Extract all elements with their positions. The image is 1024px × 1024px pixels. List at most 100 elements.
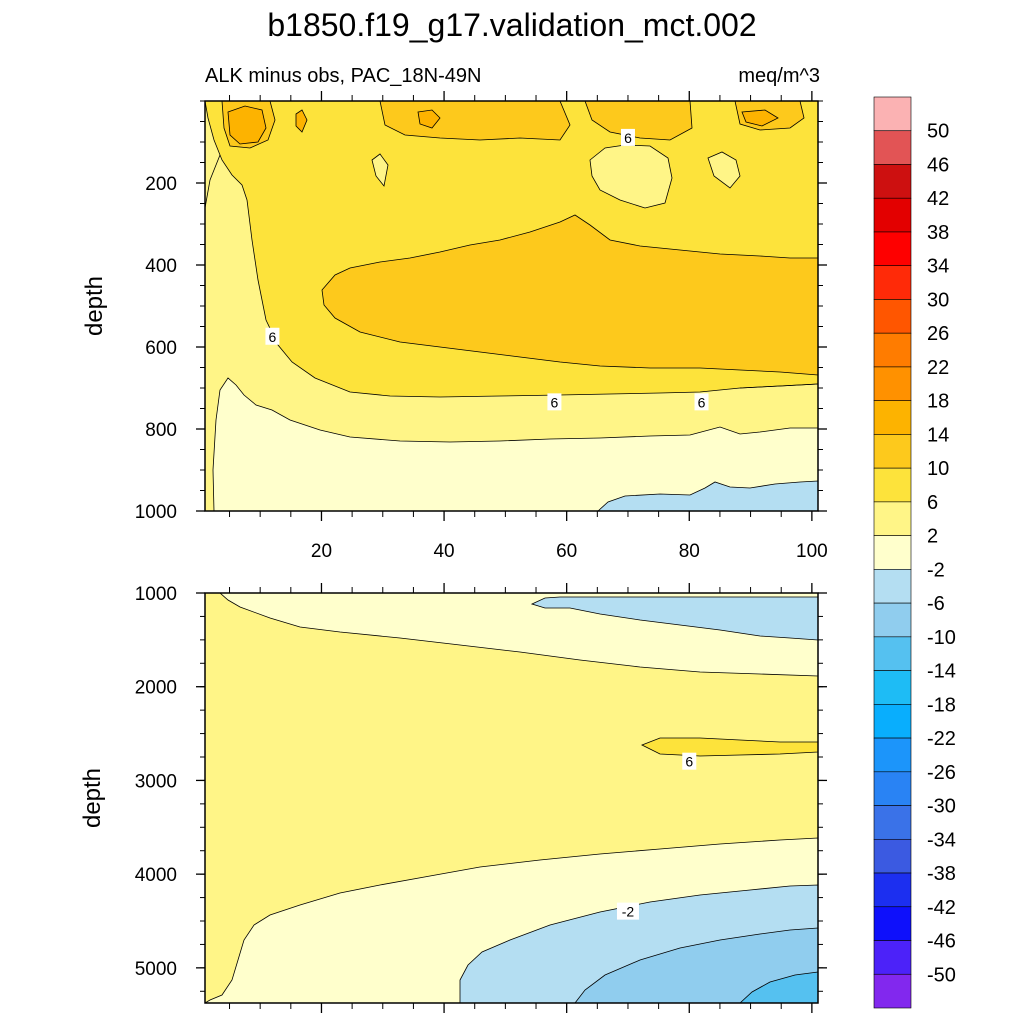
colorbar-label: 46	[927, 154, 949, 176]
colorbar-label: 42	[927, 188, 949, 210]
colorbar-swatch	[873, 299, 912, 334]
lower-ticks: 1000 2000 3000 4000 5000	[135, 583, 827, 1013]
colorbar-swatch	[873, 467, 912, 503]
y-tick-label: 400	[145, 256, 177, 277]
units-label: meq/m^3	[738, 65, 820, 87]
fill-m10-m6-lower	[574, 927, 818, 1003]
lower-contour-labels: 6 -2	[616, 752, 697, 920]
lower-y-axis-label: depth	[79, 768, 106, 828]
colorbar-swatch	[873, 973, 912, 1009]
colorbar-swatch	[873, 602, 912, 638]
colorbar-swatch	[873, 636, 912, 671]
y-tick-label: 1000	[135, 584, 177, 605]
contour-label-bg	[682, 752, 697, 770]
fill-10-14-b	[295, 109, 308, 133]
colorbar-swatch	[873, 906, 912, 941]
colorbar-swatch	[873, 130, 912, 165]
colorbar-label: 34	[927, 256, 949, 278]
colorbar-label: 6	[927, 492, 938, 514]
colorbar-label: 22	[927, 357, 949, 379]
fill-m2-2-upper	[212, 377, 818, 511]
fill-2-6-cell2	[371, 153, 389, 187]
colorbar-swatch	[873, 501, 912, 536]
colorbar-label: 2	[927, 526, 938, 548]
fill-10-14-c	[417, 109, 441, 129]
fill-m14-m10-lower	[739, 971, 818, 1003]
colorbar-label: -26	[927, 762, 956, 784]
main-title: b1850.f19_g17.validation_mct.002	[267, 7, 756, 43]
x-tick-label: 20	[311, 541, 332, 562]
colorbar-label: 10	[927, 458, 949, 480]
colorbar-label: -42	[927, 897, 956, 919]
colorbar-swatch	[873, 535, 912, 570]
colorbar-label: -2	[927, 559, 945, 581]
x-tick-label: 100	[796, 541, 828, 562]
colorbar-swatch	[873, 569, 912, 604]
colorbar-label: 30	[927, 289, 949, 311]
x-tick-label: 40	[433, 541, 454, 562]
fill-6-10-core	[321, 214, 818, 376]
colorbar-swatch	[873, 197, 912, 233]
x-tick-label: 60	[556, 541, 577, 562]
colorbar-swatch	[873, 265, 912, 300]
upper-ticks: 200 400 600 800 1000 20 40 60 80 100	[135, 91, 828, 562]
colorbar-label: -46	[927, 931, 956, 953]
y-tick-label: 200	[145, 174, 177, 195]
upper-contour-labels: 6 6 6 6	[265, 128, 709, 411]
colorbar-label: 18	[927, 391, 949, 413]
colorbar-label: -34	[927, 829, 956, 851]
fill-6-10-top2	[379, 101, 571, 141]
contour-label-bg	[620, 128, 635, 146]
fill-6-10-top3	[584, 101, 693, 141]
contour-line-a	[205, 154, 221, 209]
colorbar-label: -10	[927, 627, 956, 649]
contour-label-bg	[265, 327, 280, 345]
contour-label: 6	[685, 754, 693, 770]
colorbar-swatch	[873, 670, 912, 705]
fill-10-14-a	[227, 105, 267, 145]
colorbar-label: -38	[927, 863, 956, 885]
colorbar-swatch	[873, 771, 912, 806]
colorbar-label: -6	[927, 593, 945, 615]
contour-label: 6	[269, 329, 277, 345]
contour-label: 6	[698, 394, 706, 410]
fill-m6-m2-lower-top	[530, 596, 818, 641]
colorbar-swatch	[873, 737, 912, 773]
colorbar-swatch	[873, 805, 912, 840]
x-tick-label: 80	[679, 541, 700, 562]
colorbar-label: -18	[927, 694, 956, 716]
colorbar: 50 46 42 38 34 30 26 22 18 14 10 6 2 -2 -6 -10 -14 -18 -22…	[873, 96, 956, 1009]
y-tick-label: 2000	[135, 678, 177, 699]
colorbar-swatch	[873, 704, 912, 739]
colorbar-label: -22	[927, 728, 956, 750]
contour-label: -2	[622, 904, 635, 920]
colorbar-label: 50	[927, 121, 949, 143]
contour-label-bg	[616, 902, 639, 920]
contour-label: 6	[551, 394, 559, 410]
y-tick-label: 4000	[135, 865, 177, 886]
y-tick-label: 600	[145, 338, 177, 359]
y-tick-label: 1000	[135, 502, 177, 523]
colorbar-label: 38	[927, 222, 949, 244]
lower-plot-frame	[204, 592, 819, 1004]
colorbar-swatch	[873, 366, 912, 401]
colorbar-label: -30	[927, 796, 956, 818]
colorbar-label: -50	[927, 964, 956, 986]
colorbar-swatch	[873, 400, 912, 435]
fill-m6-m2-upper	[597, 480, 818, 511]
upper-panel: 200 400 600 800 1000 20 40 60 80 100 6 6 6 6 depth	[81, 91, 828, 562]
contour-label-bg	[694, 393, 709, 411]
fill-10-14-d	[741, 109, 779, 127]
colorbar-swatch	[873, 231, 912, 267]
colorbar-swatch	[873, 434, 912, 469]
colorbar-label: 26	[927, 323, 949, 345]
colorbar-label: -14	[927, 661, 956, 683]
y-tick-label: 800	[145, 420, 177, 441]
upper-y-axis-label: depth	[81, 276, 108, 336]
y-tick-label: 3000	[135, 771, 177, 792]
contour-label-bg	[547, 393, 562, 411]
y-tick-label: 5000	[135, 959, 177, 980]
colorbar-swatch	[873, 940, 912, 975]
subtitle-left: ALK minus obs, PAC_18N-49N	[205, 65, 481, 87]
